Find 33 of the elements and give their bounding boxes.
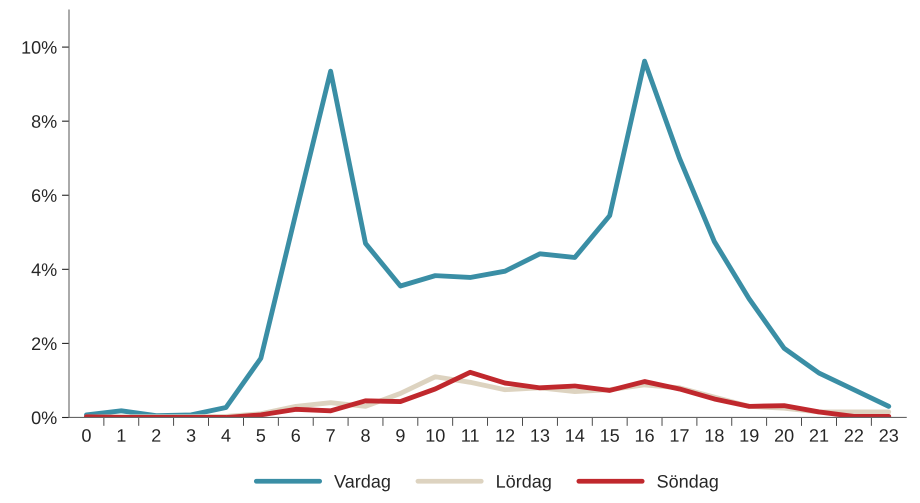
legend-label: Söndag xyxy=(657,474,718,492)
y-tick-label: 0% xyxy=(32,411,57,424)
x-tick-label: 17 xyxy=(670,429,689,442)
x-tick-label: 5 xyxy=(256,429,266,442)
x-tick-label: 10 xyxy=(426,429,445,442)
y-tick-label: 8% xyxy=(32,115,57,128)
x-tick-label: 12 xyxy=(496,429,514,442)
x-tick-label: 6 xyxy=(292,429,300,442)
x-tick-label: 15 xyxy=(601,429,619,442)
x-tick-label: 21 xyxy=(810,429,828,442)
x-tick-label: 2 xyxy=(152,429,160,442)
x-tick-label: 18 xyxy=(706,429,724,442)
x-tick-label: 1 xyxy=(118,429,126,442)
x-tick-label: 22 xyxy=(844,429,864,442)
legend-label: Vardag xyxy=(334,474,390,492)
x-tick-label: 0 xyxy=(82,429,91,442)
y-tick-label: 10% xyxy=(22,41,57,54)
x-tick-label: 3 xyxy=(186,429,196,442)
x-tick-label: 9 xyxy=(396,429,405,442)
x-tick-label: 19 xyxy=(740,429,758,442)
legend-label: Lördag xyxy=(497,474,551,492)
x-tick-label: 14 xyxy=(566,429,584,442)
x-tick-label: 8 xyxy=(361,429,370,442)
x-tick-label: 16 xyxy=(636,429,654,442)
y-tick-label: 2% xyxy=(32,337,57,350)
y-tick-label: 4% xyxy=(32,263,57,276)
x-tick-label: 13 xyxy=(531,429,550,442)
x-tick-label: 11 xyxy=(462,429,479,442)
x-tick-label: 20 xyxy=(774,429,794,442)
x-tick-label: 7 xyxy=(326,429,335,442)
y-tick-label: 6% xyxy=(32,189,57,202)
x-tick-label: 23 xyxy=(880,429,898,442)
x-tick-label: 4 xyxy=(221,429,230,442)
